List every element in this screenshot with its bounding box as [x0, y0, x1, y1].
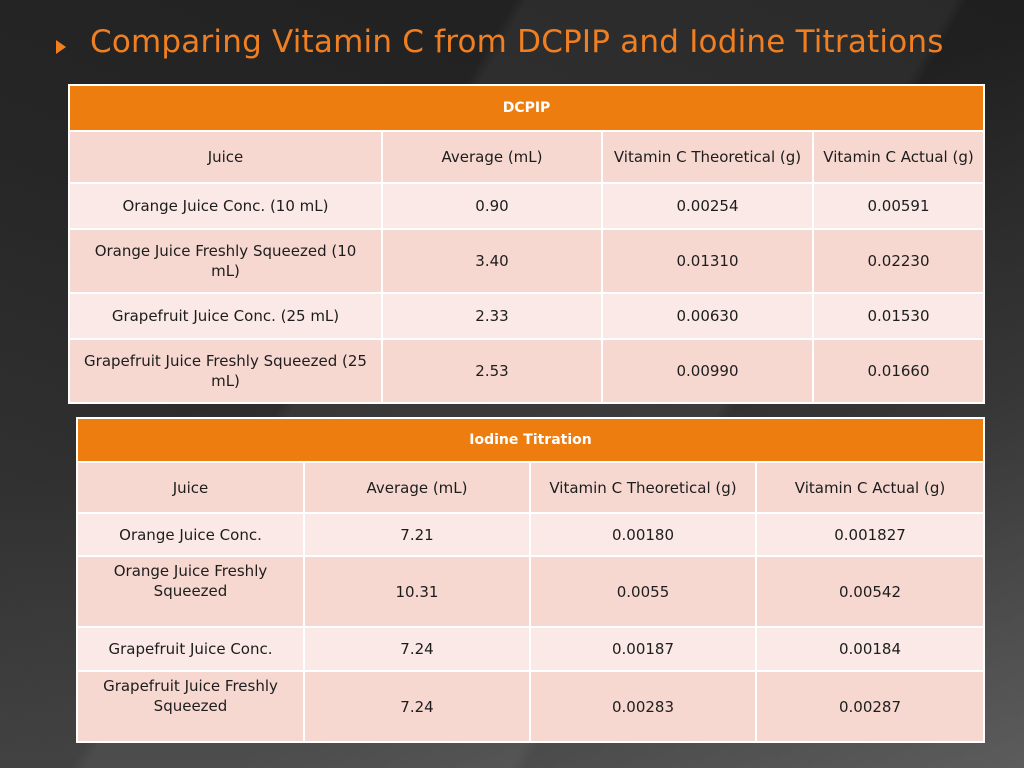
- table-row: Orange Juice Freshly Squeezed 10.31 0.00…: [76, 555, 986, 628]
- table-row: Orange Juice Conc. 7.21 0.00180 0.001827: [76, 512, 986, 557]
- table-cell: 0.01660: [811, 338, 986, 404]
- header-row: Juice Average (mL) Vitamin C Theoretical…: [76, 461, 986, 514]
- table-cell: 0.00283: [529, 670, 757, 743]
- table-row: Grapefruit Juice Conc. (25 mL) 2.33 0.00…: [68, 292, 986, 340]
- column-header: Vitamin C Theoretical (g): [529, 461, 757, 514]
- table-cell: 0.02230: [811, 228, 986, 294]
- table-cell: Orange Juice Freshly Squeezed (10 mL): [68, 228, 383, 294]
- table-row: Grapefruit Juice Freshly Squeezed (25 mL…: [68, 338, 986, 404]
- table-cell: 0.00630: [601, 292, 814, 340]
- table-cell: 2.53: [381, 338, 603, 404]
- table-cell: 10.31: [303, 555, 531, 628]
- column-header: Juice: [68, 130, 383, 184]
- column-header: Vitamin C Actual (g): [811, 130, 986, 184]
- table-cell: Orange Juice Conc.: [76, 512, 305, 557]
- table-cell: 2.33: [381, 292, 603, 340]
- table-cell: 0.01530: [811, 292, 986, 340]
- table-cell: 3.40: [381, 228, 603, 294]
- table-cell: 0.00542: [754, 555, 986, 628]
- table-cell: Grapefruit Juice Conc.: [76, 626, 305, 672]
- table-heading: DCPIP: [67, 84, 986, 132]
- title-arrow-icon: [56, 40, 66, 54]
- table-cell: 7.24: [303, 670, 531, 743]
- column-header: Vitamin C Actual (g): [754, 461, 986, 514]
- dcpip-table: DCPIP Juice Average (mL) Vitamin C Theor…: [67, 84, 986, 404]
- table-cell: Orange Juice Conc. (10 mL): [68, 182, 383, 230]
- table-cell: 0.00591: [811, 182, 986, 230]
- table-cell: 0.00287: [754, 670, 986, 743]
- column-header: Average (mL): [303, 461, 531, 514]
- table-heading: Iodine Titration: [75, 417, 986, 463]
- table-cell: 0.90: [381, 182, 603, 230]
- table-cell: Grapefruit Juice Conc. (25 mL): [68, 292, 383, 340]
- header-row: Juice Average (mL) Vitamin C Theoretical…: [68, 130, 986, 184]
- table-cell: 0.001827: [754, 512, 986, 557]
- column-header: Vitamin C Theoretical (g): [601, 130, 814, 184]
- table-row: Orange Juice Conc. (10 mL) 0.90 0.00254 …: [68, 182, 986, 230]
- iodine-table: Iodine Titration Juice Average (mL) Vita…: [75, 417, 986, 743]
- table-row: Grapefruit Juice Conc. 7.24 0.00187 0.00…: [76, 626, 986, 672]
- table-cell: Orange Juice Freshly Squeezed: [76, 555, 305, 628]
- table-cell: 0.01310: [601, 228, 814, 294]
- table-cell: 0.00187: [529, 626, 757, 672]
- column-header: Juice: [76, 461, 305, 514]
- table-cell: Grapefruit Juice Freshly Squeezed (25 mL…: [68, 338, 383, 404]
- table-row: Grapefruit Juice Freshly Squeezed 7.24 0…: [76, 670, 986, 743]
- table-cell: 0.00180: [529, 512, 757, 557]
- table-cell: Grapefruit Juice Freshly Squeezed: [76, 670, 305, 743]
- table-row: Orange Juice Freshly Squeezed (10 mL) 3.…: [68, 228, 986, 294]
- table-cell: 0.00254: [601, 182, 814, 230]
- table-cell: 7.24: [303, 626, 531, 672]
- table-cell: 0.00990: [601, 338, 814, 404]
- table-cell: 7.21: [303, 512, 531, 557]
- table-cell: 0.00184: [754, 626, 986, 672]
- slide-title: Comparing Vitamin C from DCPIP and Iodin…: [90, 24, 944, 60]
- column-header: Average (mL): [381, 130, 603, 184]
- table-cell: 0.0055: [529, 555, 757, 628]
